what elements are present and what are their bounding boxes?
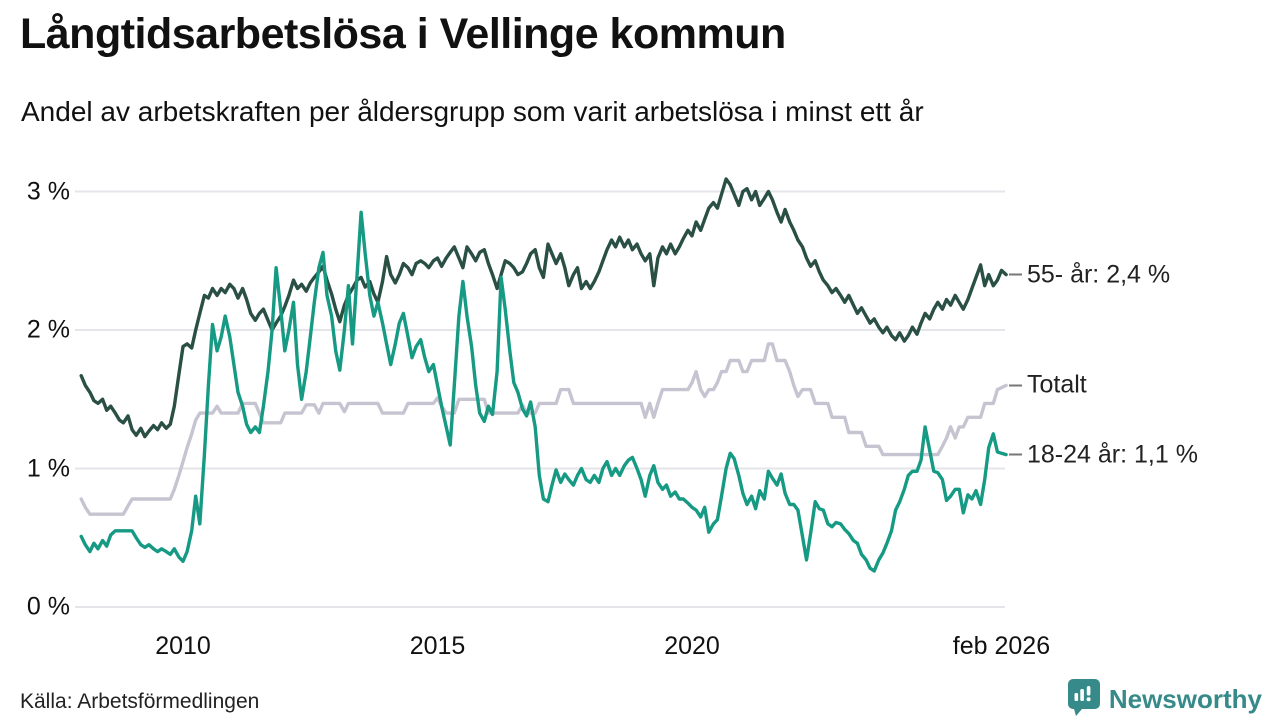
label-tick-dash (1009, 273, 1022, 276)
x-tick-label: 2020 (664, 632, 720, 660)
series-line-Totalt (79, 342, 1008, 516)
series-label-18-24-r: 18-24 år: 1,1 % (1009, 440, 1198, 469)
x-tick-label: feb 2026 (952, 632, 1051, 660)
brand-name: Newsworthy (1108, 684, 1262, 714)
page-subtitle: Andel av arbetskraften per åldersgrupp s… (21, 96, 924, 127)
series-label-text: 18-24 år: 1,1 % (1027, 440, 1198, 469)
label-tick-dash (1009, 453, 1022, 456)
series-line-18-24-r (79, 210, 1008, 573)
x-tick-label: 2015 (409, 632, 466, 660)
series-label-text: 55- år: 2,4 % (1027, 260, 1171, 289)
brand-lockup: Newsworthy (1067, 678, 1262, 720)
y-tick-label: 3 % (26, 177, 70, 205)
y-tick-label: 0 % (26, 592, 70, 621)
source-note: Källa: Arbetsförmedlingen (20, 690, 260, 713)
label-tick-dash (1009, 384, 1022, 387)
y-tick-label: 1 % (26, 454, 70, 482)
series-label-text: Totalt (1027, 370, 1087, 399)
page-title: Långtidsarbetslösa i Vellinge kommun (20, 10, 786, 58)
x-tick-label: 2010 (155, 632, 211, 660)
series-label-Totalt: Totalt (1009, 371, 1087, 400)
series-label-55-r: 55- år: 2,4 % (1009, 260, 1170, 289)
y-tick-label: 2 % (26, 315, 70, 344)
newsworthy-logo-icon (1067, 678, 1101, 720)
series-line-55-r (79, 177, 1008, 439)
